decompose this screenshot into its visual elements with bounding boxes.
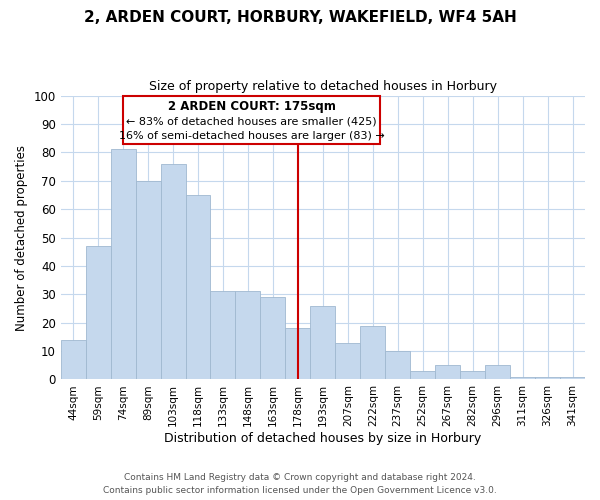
Text: 2, ARDEN COURT, HORBURY, WAKEFIELD, WF4 5AH: 2, ARDEN COURT, HORBURY, WAKEFIELD, WF4 … <box>83 10 517 25</box>
Y-axis label: Number of detached properties: Number of detached properties <box>15 144 28 330</box>
Bar <box>535 376 560 380</box>
Bar <box>286 328 310 380</box>
Bar <box>460 371 485 380</box>
Bar <box>560 376 585 380</box>
Text: Contains HM Land Registry data © Crown copyright and database right 2024.
Contai: Contains HM Land Registry data © Crown c… <box>103 474 497 495</box>
Bar <box>235 292 260 380</box>
Bar <box>61 340 86 380</box>
Bar <box>185 195 211 380</box>
Text: 16% of semi-detached houses are larger (83) →: 16% of semi-detached houses are larger (… <box>119 131 385 141</box>
Bar <box>136 180 161 380</box>
Bar <box>310 306 335 380</box>
Bar <box>260 297 286 380</box>
Bar <box>385 351 410 380</box>
Bar <box>360 326 385 380</box>
Bar <box>86 246 110 380</box>
Bar <box>510 376 535 380</box>
X-axis label: Distribution of detached houses by size in Horbury: Distribution of detached houses by size … <box>164 432 481 445</box>
Title: Size of property relative to detached houses in Horbury: Size of property relative to detached ho… <box>149 80 497 93</box>
Bar <box>110 150 136 380</box>
Bar <box>211 292 235 380</box>
Text: 2 ARDEN COURT: 175sqm: 2 ARDEN COURT: 175sqm <box>168 100 335 113</box>
Text: ← 83% of detached houses are smaller (425): ← 83% of detached houses are smaller (42… <box>127 117 377 127</box>
Bar <box>435 366 460 380</box>
Bar <box>485 366 510 380</box>
Bar <box>410 371 435 380</box>
Bar <box>335 342 360 380</box>
FancyBboxPatch shape <box>123 96 380 144</box>
Bar <box>161 164 185 380</box>
